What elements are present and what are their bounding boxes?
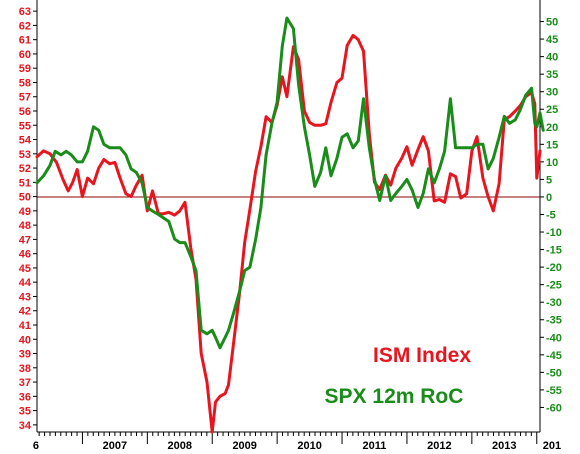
right-tick-label: -25 bbox=[546, 280, 562, 292]
left-tick-label: 45 bbox=[19, 263, 31, 275]
right-tick-label: -15 bbox=[546, 245, 562, 257]
right-tick-label: -45 bbox=[546, 350, 562, 362]
left-tick-label: 44 bbox=[19, 277, 32, 289]
x-tick-label: 2011 bbox=[363, 440, 387, 452]
spx-roc-line bbox=[35, 16, 545, 350]
right-tick-label: 45 bbox=[546, 34, 558, 46]
x-tick-label: 201 bbox=[543, 440, 561, 452]
left-tick-label: 50 bbox=[19, 192, 31, 204]
axes-layer: 3435363738394041424344454647484950515253… bbox=[19, 0, 562, 452]
left-tick-label: 62 bbox=[19, 20, 31, 32]
left-tick-label: 48 bbox=[19, 220, 31, 232]
left-tick-label: 61 bbox=[19, 35, 31, 47]
right-tick-label: -20 bbox=[546, 262, 562, 274]
legend: ISM Index SPX 12m RoC bbox=[325, 344, 472, 408]
left-tick-label: 54 bbox=[19, 135, 32, 147]
right-tick-label: 0 bbox=[546, 192, 552, 204]
left-tick-label: 58 bbox=[19, 77, 31, 89]
right-tick-label: 20 bbox=[546, 122, 558, 134]
left-tick-label: 40 bbox=[19, 334, 31, 346]
left-tick-label: 51 bbox=[19, 177, 31, 189]
left-tick-label: 63 bbox=[19, 6, 31, 18]
left-tick-label: 55 bbox=[19, 120, 31, 132]
left-tick-label: 59 bbox=[19, 63, 31, 75]
left-tick-label: 36 bbox=[19, 391, 31, 403]
x-tick-label: 2012 bbox=[427, 440, 451, 452]
right-tick-label: -60 bbox=[546, 402, 562, 414]
left-tick-label: 42 bbox=[19, 306, 31, 318]
left-tick-label: 52 bbox=[19, 163, 31, 175]
left-tick-label: 34 bbox=[19, 420, 32, 432]
right-tick-label: -35 bbox=[546, 315, 562, 327]
left-tick-label: 56 bbox=[19, 106, 31, 118]
x-tick-label: 2013 bbox=[492, 440, 516, 452]
right-tick-label: 35 bbox=[546, 69, 558, 81]
series-layer bbox=[35, 16, 545, 434]
left-tick-label: 39 bbox=[19, 349, 31, 361]
left-tick-label: 46 bbox=[19, 249, 31, 261]
left-tick-label: 38 bbox=[19, 363, 31, 375]
right-tick-label: -55 bbox=[546, 385, 562, 397]
right-tick-label: 30 bbox=[546, 87, 558, 99]
right-tick-label: 50 bbox=[546, 17, 558, 29]
right-tick-label: 15 bbox=[546, 139, 558, 151]
right-tick-label: 5 bbox=[546, 174, 552, 186]
right-tick-label: 40 bbox=[546, 52, 558, 64]
left-tick-label: 57 bbox=[19, 92, 31, 104]
x-tick-label: 2010 bbox=[297, 440, 321, 452]
left-tick-label: 47 bbox=[19, 234, 31, 246]
legend-ism-label: ISM Index bbox=[373, 344, 471, 367]
right-tick-label: -40 bbox=[546, 332, 562, 344]
left-tick-label: 53 bbox=[19, 149, 31, 161]
left-tick-label: 43 bbox=[19, 291, 31, 303]
left-tick-label: 60 bbox=[19, 49, 31, 61]
x-tick-label: 2007 bbox=[103, 440, 127, 452]
left-tick-label: 35 bbox=[19, 406, 31, 418]
left-tick-label: 41 bbox=[19, 320, 31, 332]
right-tick-label: -30 bbox=[546, 297, 562, 309]
x-tick-label: 6 bbox=[33, 440, 39, 452]
right-tick-label: -10 bbox=[546, 227, 562, 239]
right-tick-label: -5 bbox=[546, 209, 556, 221]
x-tick-label: 2009 bbox=[232, 440, 256, 452]
right-tick-label: -50 bbox=[546, 367, 562, 379]
x-tick-label: 2008 bbox=[168, 440, 192, 452]
right-tick-label: 10 bbox=[546, 157, 558, 169]
right-tick-label: 25 bbox=[546, 104, 558, 116]
left-tick-label: 49 bbox=[19, 206, 31, 218]
legend-spx-label: SPX 12m RoC bbox=[325, 385, 464, 408]
ism-index-line bbox=[35, 33, 542, 434]
left-tick-label: 37 bbox=[19, 377, 31, 389]
